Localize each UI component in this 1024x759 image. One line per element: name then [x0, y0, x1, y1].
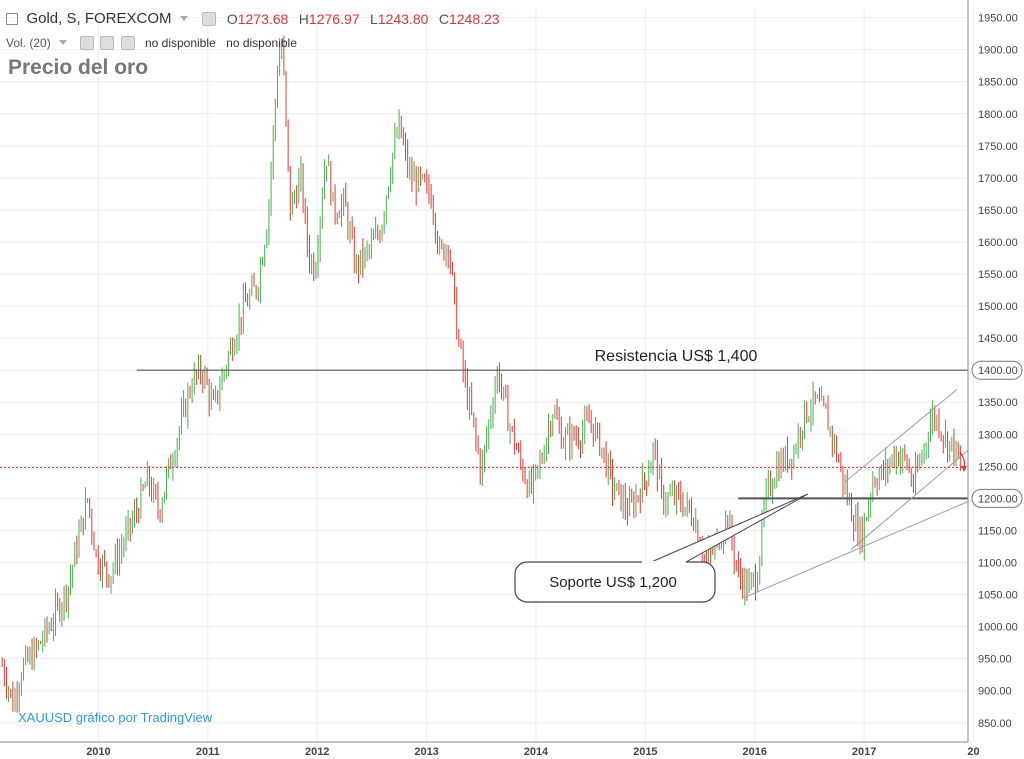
- annotations: Resistencia US$ 1,400 Soporte US$ 1,200: [0, 348, 969, 603]
- y-tick-label: 1000.00: [978, 622, 1018, 634]
- x-tick-label: 2016: [742, 746, 766, 758]
- eye-icon[interactable]: [79, 35, 94, 50]
- channel-upper: [844, 389, 958, 483]
- support-label: Soporte US$ 1,200: [549, 574, 677, 591]
- volume-label[interactable]: Vol. (20): [6, 35, 51, 50]
- x-tick-label: 2010: [86, 746, 110, 758]
- chevron-down-icon[interactable]: [59, 40, 68, 46]
- high-label: H: [298, 10, 309, 27]
- y-tick-label: 850.00: [978, 718, 1012, 730]
- y-tick-label: 1900.00: [978, 45, 1018, 57]
- y-tick-label: 1550.00: [978, 269, 1018, 281]
- y-tick-label: 1850.00: [978, 77, 1018, 89]
- volume-value: no disponible: [144, 35, 216, 50]
- y-tick-highlight: [971, 488, 1023, 508]
- y-tick-label: 1250.00: [978, 461, 1018, 473]
- symbol-label[interactable]: Gold, S, FOREXCOM: [26, 10, 172, 28]
- x-tick-label: 20: [967, 746, 979, 758]
- y-tick-label: 1650.00: [978, 205, 1018, 217]
- gear-icon[interactable]: [100, 35, 115, 50]
- y-tick-label: 1750.00: [978, 141, 1018, 153]
- low-value: 1243.80: [377, 10, 429, 27]
- channel-lower: [743, 501, 969, 599]
- tradingview-watermark[interactable]: XAUUSD gráfico por TradingView: [18, 710, 213, 725]
- close-icon[interactable]: [120, 35, 135, 50]
- volume-ma-value: no disponible: [226, 35, 297, 50]
- low-label: L: [369, 10, 378, 27]
- y-tick-label: 1150.00: [978, 525, 1017, 537]
- grid: [0, 8, 974, 742]
- collapse-icon[interactable]: [6, 12, 18, 25]
- y-tick-label: 1450.00: [978, 333, 1018, 345]
- resistance-label: Resistencia US$ 1,400: [595, 348, 758, 365]
- y-tick-label: 1050.00: [978, 590, 1018, 602]
- channel-middle: [850, 449, 969, 551]
- arrow-head-icon: [961, 466, 967, 472]
- y-tick-label: 1500.00: [978, 301, 1018, 313]
- settings-icon[interactable]: [202, 11, 217, 26]
- close-label: C: [438, 10, 449, 27]
- y-tick-label: 1200.00: [978, 493, 1018, 505]
- chart-title: Precio del oro: [8, 56, 149, 79]
- y-tick-label: 1800.00: [978, 109, 1018, 121]
- x-tick-label: 2012: [305, 746, 329, 758]
- symbol-legend: Gold, S, FOREXCOM O1273.68 H1276.97 L124…: [6, 10, 500, 28]
- x-tick-label: 2013: [414, 746, 438, 758]
- x-tick-label: 2015: [633, 746, 657, 758]
- y-tick-label: 1400.00: [978, 365, 1018, 377]
- y-tick-label: 900.00: [978, 686, 1012, 698]
- close-value: 1248.23: [448, 10, 500, 27]
- x-tick-label: 2017: [852, 746, 876, 758]
- open-label: O: [226, 10, 238, 27]
- y-tick-label: 1700.00: [978, 173, 1018, 185]
- volume-legend: Vol. (20) no disponible no disponible: [6, 34, 297, 52]
- chevron-down-icon[interactable]: [179, 16, 188, 22]
- open-value: 1273.68: [237, 10, 289, 27]
- candles: [1, 35, 961, 713]
- support-callout: [514, 561, 716, 603]
- y-tick-label: 1100.00: [978, 558, 1017, 570]
- y-tick-highlight: [971, 360, 1023, 380]
- x-tick-label: 2011: [196, 746, 220, 758]
- x-tick-label: 2014: [524, 746, 549, 758]
- high-value: 1276.97: [308, 10, 360, 27]
- y-tick-label: 950.00: [978, 654, 1012, 666]
- y-tick-label: 1950.00: [978, 13, 1018, 25]
- y-tick-label: 1300.00: [978, 429, 1018, 441]
- y-tick-label: 1600.00: [978, 237, 1018, 249]
- y-tick-label: 1350.00: [978, 397, 1018, 409]
